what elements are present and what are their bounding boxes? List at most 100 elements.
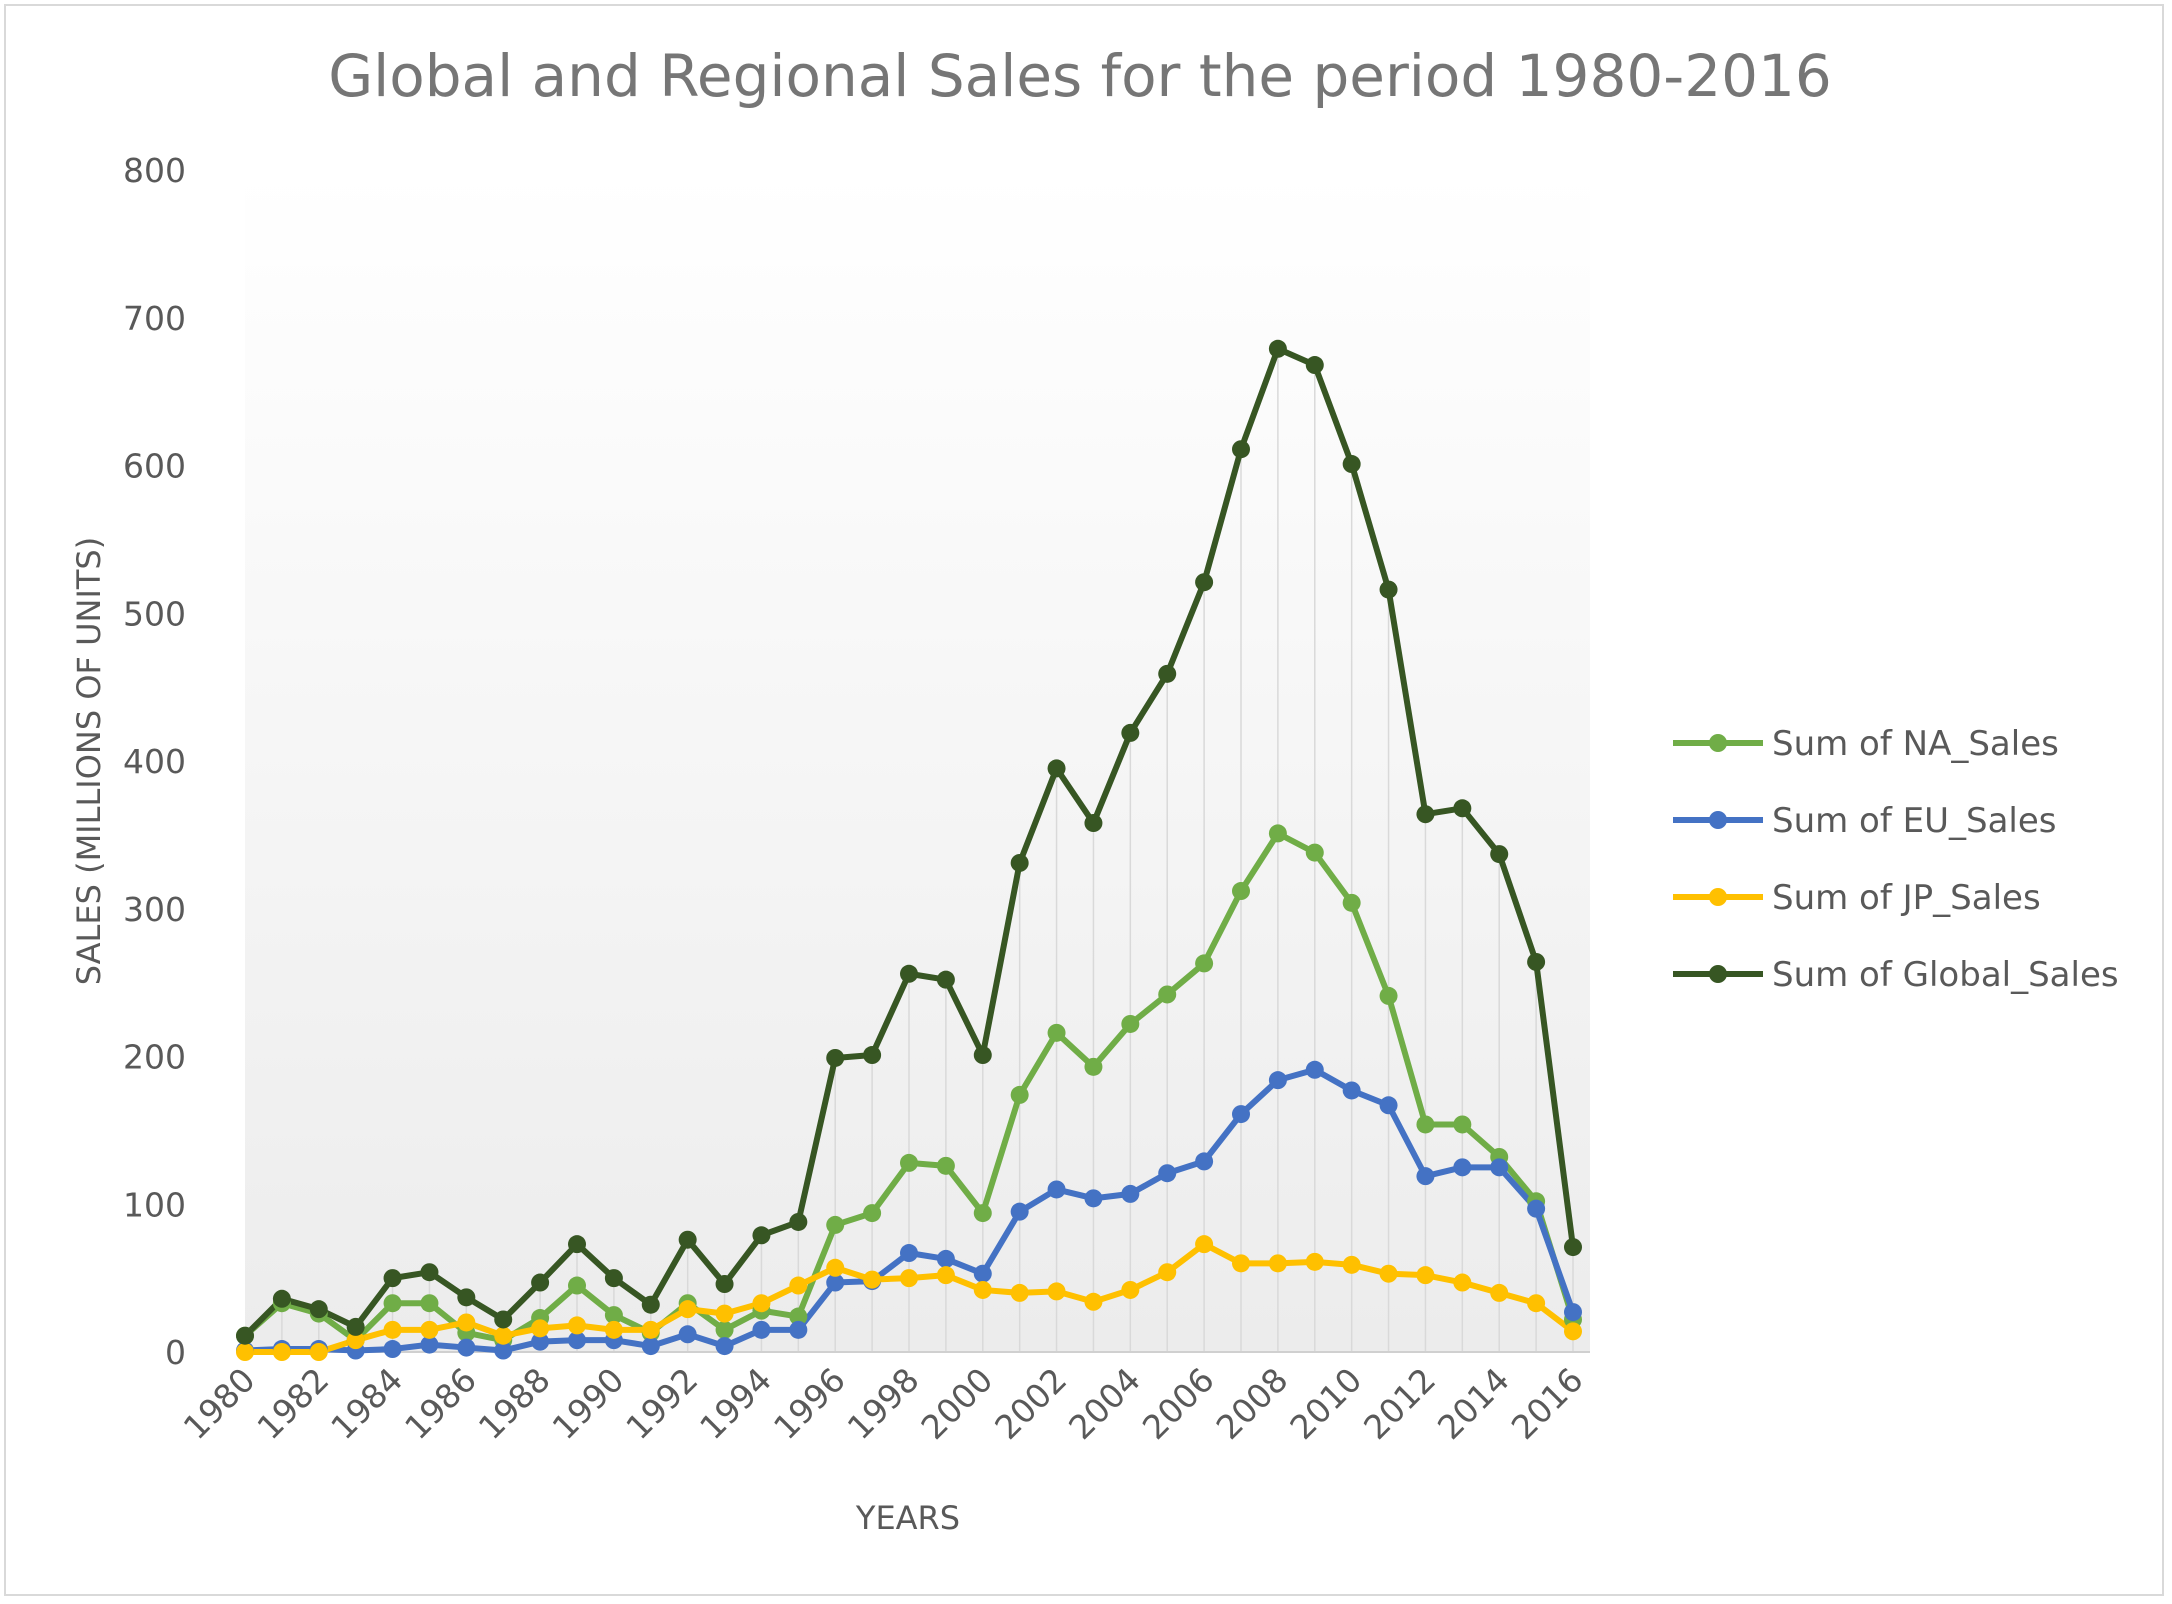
data-point bbox=[1305, 1060, 1324, 1079]
data-point bbox=[1453, 1115, 1472, 1134]
data-point bbox=[457, 1338, 476, 1357]
data-point bbox=[420, 1320, 439, 1339]
data-point bbox=[1121, 723, 1140, 742]
legend-swatch-marker bbox=[1709, 965, 1727, 983]
y-tick-label: 200 bbox=[123, 1038, 186, 1077]
data-point bbox=[1232, 1105, 1250, 1124]
data-point bbox=[1158, 1164, 1177, 1183]
data-point bbox=[272, 1343, 291, 1361]
data-point bbox=[678, 1230, 697, 1249]
data-point bbox=[789, 1212, 808, 1231]
data-point bbox=[568, 1331, 586, 1350]
data-point bbox=[1232, 1254, 1250, 1273]
data-point bbox=[1232, 882, 1250, 901]
x-tick-label: 2004 bbox=[1061, 1360, 1148, 1447]
x-tick-label: 2014 bbox=[1430, 1360, 1517, 1447]
data-point bbox=[1010, 1283, 1029, 1302]
x-tick-label: 1988 bbox=[471, 1360, 558, 1447]
data-point bbox=[383, 1294, 402, 1313]
x-tick-label: 1998 bbox=[840, 1360, 927, 1447]
data-point bbox=[1342, 455, 1361, 474]
data-point bbox=[1268, 1254, 1287, 1273]
data-point bbox=[1268, 339, 1287, 358]
data-point bbox=[1490, 845, 1509, 864]
data-point bbox=[973, 1264, 992, 1283]
y-tick-label: 100 bbox=[123, 1185, 186, 1224]
data-point bbox=[789, 1307, 808, 1326]
data-point bbox=[1379, 1264, 1398, 1283]
y-tick-label: 0 bbox=[165, 1333, 186, 1372]
data-point bbox=[1084, 1292, 1103, 1311]
data-point bbox=[1121, 1184, 1140, 1203]
data-point bbox=[1047, 759, 1066, 778]
data-point bbox=[1158, 985, 1177, 1004]
data-point bbox=[1527, 1199, 1546, 1218]
data-point bbox=[346, 1317, 365, 1336]
data-point bbox=[936, 1266, 955, 1285]
data-point bbox=[531, 1319, 550, 1338]
data-point bbox=[457, 1288, 476, 1307]
data-point bbox=[1195, 954, 1214, 973]
data-point bbox=[1416, 1167, 1435, 1186]
legend-label: Sum of NA_Sales bbox=[1772, 724, 2059, 764]
x-tick-label: 1980 bbox=[176, 1360, 263, 1447]
data-point bbox=[936, 1156, 955, 1175]
plot-area bbox=[245, 170, 1590, 1352]
y-tick-label: 700 bbox=[123, 299, 186, 338]
y-tick-label: 600 bbox=[123, 447, 186, 486]
data-point bbox=[1564, 1322, 1582, 1341]
data-point bbox=[863, 1046, 882, 1065]
data-point bbox=[309, 1343, 328, 1361]
data-point bbox=[494, 1341, 513, 1360]
data-point bbox=[1379, 1096, 1398, 1115]
data-point bbox=[1084, 1189, 1103, 1208]
data-point bbox=[420, 1263, 439, 1282]
x-tick-label: 1982 bbox=[249, 1360, 336, 1447]
data-point bbox=[789, 1320, 808, 1339]
data-point bbox=[1047, 1180, 1066, 1199]
data-point bbox=[236, 1326, 254, 1345]
data-point bbox=[383, 1340, 402, 1359]
series-points bbox=[236, 339, 1582, 1361]
data-point bbox=[1453, 1158, 1472, 1177]
y-tick-label: 800 bbox=[123, 151, 186, 190]
data-point bbox=[752, 1294, 771, 1313]
legend-swatch-marker bbox=[1709, 811, 1727, 829]
data-point bbox=[1342, 893, 1361, 912]
data-point bbox=[789, 1276, 808, 1295]
data-point bbox=[936, 1249, 955, 1268]
data-point bbox=[1342, 1081, 1361, 1100]
data-point bbox=[1490, 1158, 1509, 1177]
data-point bbox=[568, 1235, 586, 1254]
legend: Sum of NA_Sales Sum of EU_Sales Sum of JP_… bbox=[1673, 724, 2119, 995]
x-tick-label: 2008 bbox=[1209, 1360, 1296, 1447]
x-tick-label: 2012 bbox=[1356, 1360, 1443, 1447]
data-point bbox=[715, 1275, 734, 1294]
legend-label: Sum of JP_Sales bbox=[1772, 878, 2041, 918]
x-tick-label: 2002 bbox=[987, 1360, 1074, 1447]
data-point bbox=[236, 1343, 254, 1361]
data-point bbox=[715, 1320, 734, 1339]
data-point bbox=[936, 970, 955, 989]
data-point bbox=[1121, 1014, 1140, 1033]
data-point bbox=[1416, 1115, 1435, 1134]
data-point bbox=[1010, 853, 1029, 872]
data-point bbox=[1527, 1294, 1546, 1313]
x-tick-label: 1990 bbox=[545, 1360, 632, 1447]
data-point bbox=[678, 1300, 697, 1319]
data-point bbox=[863, 1270, 882, 1289]
data-point bbox=[1379, 580, 1398, 599]
data-point bbox=[715, 1337, 734, 1356]
x-axis-label: YEARS bbox=[855, 1499, 960, 1537]
data-point bbox=[1379, 986, 1398, 1005]
data-point bbox=[604, 1269, 623, 1288]
data-point bbox=[568, 1276, 586, 1295]
data-point bbox=[826, 1273, 845, 1292]
data-point bbox=[900, 1269, 918, 1288]
x-tick-label: 1996 bbox=[766, 1360, 853, 1447]
data-point bbox=[678, 1325, 697, 1344]
data-point bbox=[973, 1204, 992, 1223]
data-point bbox=[900, 964, 918, 983]
y-tick-label: 300 bbox=[123, 890, 186, 929]
